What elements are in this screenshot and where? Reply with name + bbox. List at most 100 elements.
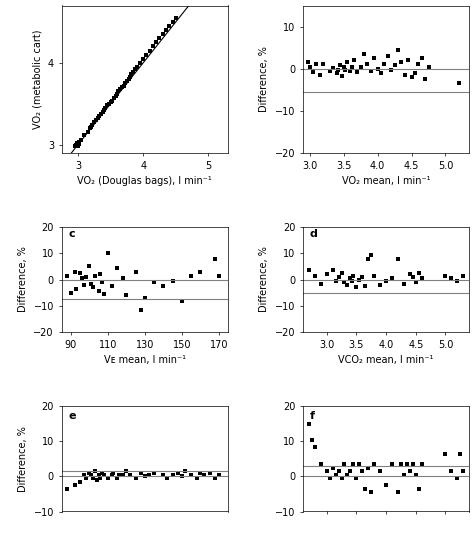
Point bbox=[120, 81, 128, 90]
Point bbox=[442, 271, 449, 280]
Point bbox=[344, 470, 351, 479]
Point bbox=[338, 72, 346, 81]
Point bbox=[398, 58, 405, 67]
Point bbox=[370, 460, 378, 469]
Point bbox=[332, 470, 339, 479]
Point bbox=[411, 69, 419, 78]
Point bbox=[182, 467, 189, 476]
Point bbox=[95, 112, 102, 120]
Point bbox=[139, 54, 147, 63]
Point bbox=[75, 140, 82, 148]
Point bbox=[80, 470, 88, 479]
Point bbox=[104, 474, 112, 482]
Point bbox=[350, 56, 357, 65]
Point bbox=[153, 38, 160, 47]
Point bbox=[358, 467, 366, 476]
Point bbox=[64, 271, 71, 280]
Point bbox=[348, 63, 356, 72]
Point bbox=[456, 449, 464, 458]
Point bbox=[108, 96, 116, 105]
Point bbox=[197, 267, 204, 276]
Point bbox=[356, 460, 363, 469]
Y-axis label: Difference, %: Difference, % bbox=[18, 246, 28, 312]
Point bbox=[178, 296, 186, 305]
Point bbox=[101, 103, 109, 112]
Point bbox=[132, 474, 139, 482]
Point bbox=[99, 469, 106, 477]
Point bbox=[117, 85, 124, 94]
Point bbox=[400, 279, 408, 288]
Point bbox=[129, 68, 137, 76]
Point bbox=[337, 474, 345, 482]
X-axis label: Vᴇ mean, l min⁻¹: Vᴇ mean, l min⁻¹ bbox=[104, 355, 186, 365]
Point bbox=[143, 50, 150, 59]
Point bbox=[169, 470, 176, 479]
Point bbox=[162, 26, 170, 35]
Point bbox=[76, 477, 84, 486]
Point bbox=[160, 470, 167, 479]
Point bbox=[178, 472, 186, 481]
Text: e: e bbox=[68, 411, 76, 421]
Point bbox=[376, 467, 384, 476]
Point bbox=[418, 54, 426, 63]
Point bbox=[329, 463, 337, 472]
Point bbox=[346, 67, 354, 75]
Point bbox=[341, 278, 348, 287]
Point bbox=[357, 62, 365, 71]
Point bbox=[367, 67, 374, 75]
Point bbox=[313, 60, 320, 69]
Point bbox=[406, 467, 414, 476]
Point bbox=[306, 62, 313, 71]
Point bbox=[418, 460, 426, 469]
X-axis label: VO₂ (Douglas bags), l min⁻¹: VO₂ (Douglas bags), l min⁻¹ bbox=[77, 176, 212, 186]
Point bbox=[353, 283, 360, 292]
Y-axis label: VO₂ (metabolic cart): VO₂ (metabolic cart) bbox=[32, 30, 42, 129]
Point bbox=[305, 419, 313, 428]
Point bbox=[84, 127, 91, 136]
Point bbox=[92, 116, 100, 124]
Point bbox=[353, 474, 360, 482]
Y-axis label: Difference, %: Difference, % bbox=[259, 46, 269, 112]
Point bbox=[360, 50, 368, 58]
Point bbox=[341, 65, 349, 74]
Point bbox=[100, 106, 108, 115]
Point bbox=[97, 474, 104, 482]
X-axis label: VO₂ mean, l min⁻¹: VO₂ mean, l min⁻¹ bbox=[342, 176, 430, 186]
Point bbox=[382, 481, 390, 490]
Point bbox=[197, 469, 204, 477]
Point bbox=[200, 470, 208, 479]
Point bbox=[334, 65, 342, 74]
Point bbox=[137, 469, 145, 477]
Point bbox=[412, 278, 419, 287]
Point bbox=[362, 485, 369, 493]
Point bbox=[344, 280, 351, 289]
Point bbox=[80, 280, 88, 289]
Point bbox=[165, 21, 173, 30]
Point bbox=[397, 460, 405, 469]
Point bbox=[358, 273, 366, 282]
Point bbox=[211, 254, 219, 263]
Point bbox=[317, 279, 325, 288]
Point bbox=[71, 481, 78, 490]
X-axis label: VCO₂ mean, l min⁻¹: VCO₂ mean, l min⁻¹ bbox=[338, 355, 434, 365]
Point bbox=[105, 100, 113, 108]
Point bbox=[73, 284, 80, 293]
Point bbox=[127, 73, 134, 81]
Point bbox=[73, 139, 81, 147]
Point bbox=[136, 58, 144, 67]
Point bbox=[123, 291, 130, 300]
Point bbox=[400, 470, 408, 479]
Point bbox=[412, 470, 419, 479]
Point bbox=[365, 463, 372, 472]
Y-axis label: Difference, %: Difference, % bbox=[18, 426, 28, 492]
Point bbox=[174, 469, 182, 477]
Point bbox=[374, 64, 382, 73]
Point bbox=[141, 294, 149, 302]
Point bbox=[91, 271, 99, 280]
Point bbox=[187, 271, 195, 280]
Point bbox=[100, 470, 108, 479]
Point bbox=[317, 460, 325, 469]
Point bbox=[141, 472, 149, 481]
Point bbox=[394, 45, 402, 54]
Point bbox=[388, 460, 396, 469]
